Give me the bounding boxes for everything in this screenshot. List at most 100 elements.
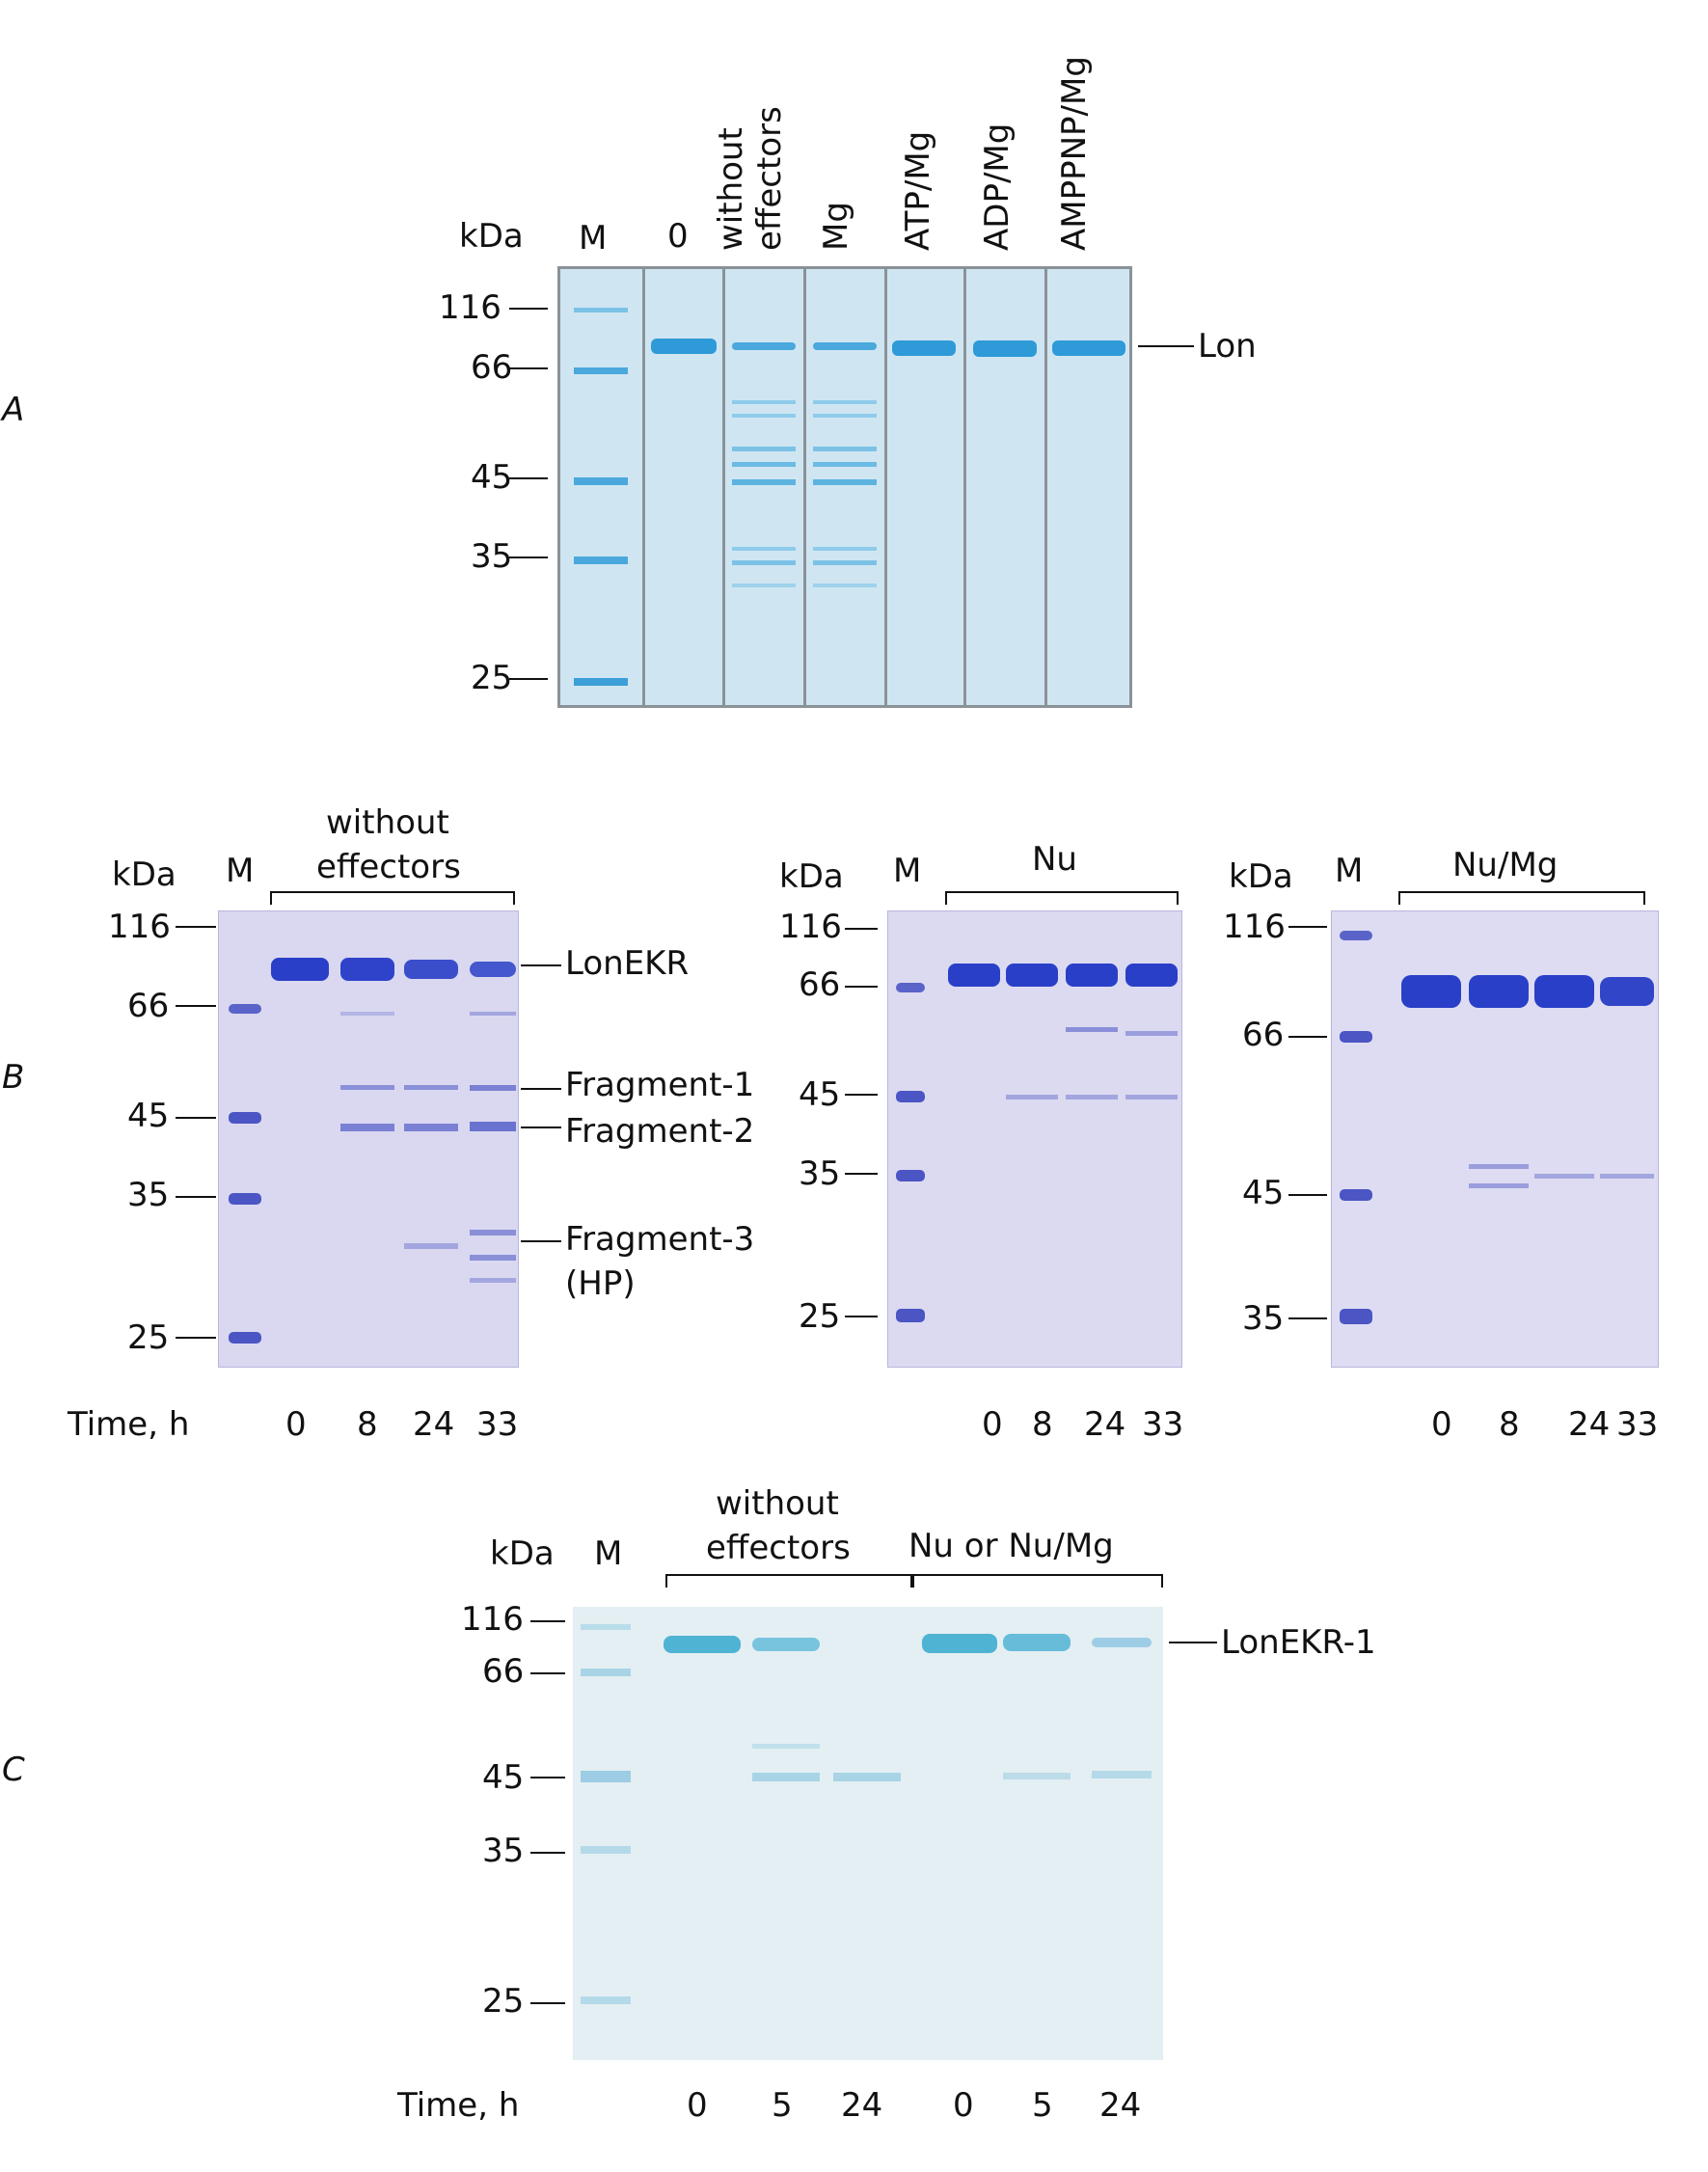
- fragment-2-band: [404, 1124, 458, 1131]
- fragment-band: [732, 560, 796, 565]
- fragment-band: [833, 1773, 901, 1781]
- time-value: 33: [1616, 1405, 1659, 1444]
- mw-marker-35: 35: [799, 1154, 841, 1193]
- marker-band: [574, 308, 628, 312]
- marker-band: [896, 1091, 925, 1102]
- mw-tick: [176, 1117, 216, 1119]
- fragment-band: [813, 584, 877, 587]
- mw-marker-116: 116: [1223, 908, 1286, 946]
- marker-band: [1340, 931, 1372, 940]
- mw-marker-45: 45: [471, 458, 513, 497]
- mw-marker-66: 66: [799, 965, 841, 1004]
- fragment-2-band: [470, 1122, 516, 1131]
- lonekr-band: [1066, 964, 1118, 987]
- mw-marker-45: 45: [482, 1758, 525, 1797]
- lane-label-atp-mg: ATP/Mg: [899, 130, 937, 251]
- band-label-fragment-2: Fragment-2: [565, 1112, 755, 1151]
- group-label-nu: Nu or Nu/Mg: [908, 1527, 1114, 1565]
- band-pointer: [521, 1088, 561, 1090]
- time-value: 33: [476, 1405, 519, 1444]
- mw-marker-45: 45: [799, 1075, 841, 1114]
- panel-letter-c: C: [2, 1751, 25, 1789]
- fragment-band: [1066, 1095, 1118, 1100]
- condition-bracket: [945, 891, 1179, 905]
- band-pointer: [521, 1127, 561, 1128]
- fragment-band: [732, 547, 796, 551]
- marker-band: [229, 1193, 261, 1205]
- mw-marker-35: 35: [1242, 1299, 1285, 1338]
- lonekr-band: [470, 962, 516, 977]
- marker-band: [581, 1771, 631, 1782]
- panel-letter-a: A: [2, 391, 25, 429]
- lonekr-1-band: [1003, 1634, 1071, 1651]
- mw-tick: [845, 1316, 878, 1317]
- mw-tick: [509, 367, 548, 369]
- time-value: 5: [772, 2086, 793, 2125]
- gel-b2: [887, 910, 1182, 1368]
- fragment-band: [1125, 1095, 1178, 1100]
- fragment-band: [752, 1744, 820, 1749]
- lonekr-band: [948, 964, 1000, 987]
- kda-label: kDa: [1229, 857, 1293, 896]
- marker-band: [574, 477, 628, 485]
- marker-lane-label: M: [226, 852, 255, 890]
- lon-band-lane-0: [651, 339, 717, 354]
- lane-label-0: 0: [667, 217, 689, 256]
- fragment-band: [813, 547, 877, 551]
- time-value: 24: [1099, 2086, 1142, 2125]
- marker-band: [581, 1624, 631, 1630]
- kda-label: kDa: [779, 857, 844, 896]
- mw-tick: [530, 1777, 565, 1778]
- lonekr-1-band: [922, 1634, 997, 1653]
- fragment-band: [1469, 1164, 1529, 1169]
- condition-label: Nu: [1032, 840, 1077, 879]
- kda-label: kDa: [112, 855, 176, 894]
- fragment-1-band: [340, 1085, 394, 1090]
- time-value: 8: [1499, 1405, 1520, 1444]
- mw-marker-66: 66: [1242, 1016, 1285, 1054]
- condition-label: without: [326, 803, 449, 842]
- band-pointer: [1138, 345, 1194, 347]
- lane-label-mg: Mg: [817, 202, 855, 251]
- mw-tick: [845, 928, 878, 930]
- time-value: 8: [357, 1405, 378, 1444]
- fragment-band: [1534, 1174, 1594, 1179]
- mw-tick: [845, 1094, 878, 1096]
- mw-tick: [845, 986, 878, 988]
- mw-marker-45: 45: [127, 1097, 170, 1135]
- time-value: 5: [1032, 2086, 1053, 2125]
- lon-band-lane-without: [732, 342, 796, 350]
- condition-label: Nu/Mg: [1452, 846, 1559, 884]
- lane-label-effectors: effectors: [750, 106, 789, 251]
- mw-tick: [176, 1337, 216, 1339]
- lon-band-lane-atp: [892, 340, 956, 356]
- lane-label-adp-mg: ADP/Mg: [978, 122, 1017, 251]
- time-value: 0: [285, 1405, 307, 1444]
- marker-band: [229, 1332, 261, 1344]
- fragment-2-band: [340, 1124, 394, 1131]
- lane-label-without: without: [712, 127, 750, 251]
- marker-lane-label: M: [1335, 852, 1364, 890]
- mw-tick: [176, 1196, 216, 1198]
- mw-marker-25: 25: [471, 659, 513, 697]
- fragment-band: [1469, 1183, 1529, 1188]
- kda-label: kDa: [459, 217, 524, 256]
- condition-bracket: [270, 891, 515, 905]
- mw-tick: [1288, 1036, 1327, 1038]
- mw-tick: [530, 1620, 565, 1622]
- gel-b3: [1331, 910, 1659, 1368]
- fragment-band: [1003, 1773, 1071, 1779]
- mw-marker-66: 66: [127, 987, 170, 1025]
- condition-bracket: [1398, 891, 1645, 905]
- mw-tick: [530, 1672, 565, 1674]
- fragment-band: [1066, 1027, 1118, 1032]
- marker-lane-label: M: [893, 852, 922, 890]
- fragment-band: [732, 462, 796, 467]
- lonekr-band: [1534, 975, 1594, 1008]
- lonekr-band: [1600, 977, 1654, 1006]
- fragment-3-band: [470, 1230, 516, 1235]
- mw-tick: [530, 1852, 565, 1854]
- time-label: Time, h: [397, 2086, 520, 2125]
- lonekr-band: [1401, 975, 1461, 1008]
- mw-marker-35: 35: [482, 1832, 525, 1870]
